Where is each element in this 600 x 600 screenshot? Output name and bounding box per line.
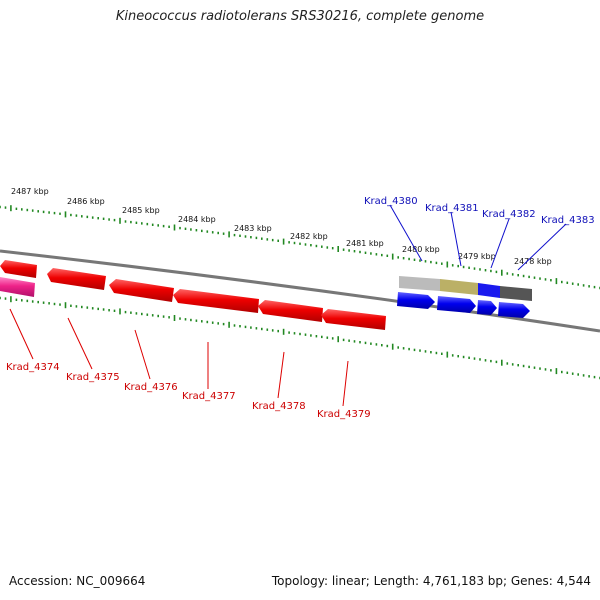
- label-krad-4382: Krad_4382: [482, 209, 536, 220]
- topology-text: Topology: linear; Length: 4,761,183 bp; …: [271, 574, 591, 588]
- red-leader-lines: [9, 308, 349, 407]
- label-krad-4380: Krad_4380: [364, 196, 418, 207]
- leader-krad-4374: [9, 308, 34, 360]
- label-krad-4383: Krad_4383: [541, 215, 595, 226]
- map-title: Kineococcus radiotolerans SRS30216, comp…: [115, 9, 485, 24]
- gene-arrow-krad-4380[interactable]: [397, 292, 435, 309]
- gene-arrow-krad-4377[interactable]: [173, 289, 259, 313]
- label-krad-4374: Krad_4374: [6, 362, 60, 373]
- kbp-label-2486: 2486 kbp: [67, 197, 105, 206]
- accession-text: Accession: NC_009664: [9, 574, 146, 588]
- upper-gene-track: [399, 276, 532, 301]
- leader-krad-4375: [67, 317, 93, 370]
- gene-arrow-krad-4382[interactable]: [477, 300, 497, 315]
- gene-arrow-krad-4378[interactable]: [258, 300, 323, 322]
- red-genes: [0, 260, 386, 330]
- kbp-label-2482: 2482 kbp: [290, 232, 328, 241]
- gene-grey-block: [399, 276, 440, 291]
- kbp-label-2485: 2485 kbp: [122, 206, 160, 215]
- leader-krad-4378: [277, 351, 285, 399]
- red-gene-labels: Krad_4374 Krad_4375 Krad_4376 Krad_4377 …: [6, 362, 371, 420]
- genome-backbone: [0, 249, 600, 333]
- kbp-label-2478: 2478 kbp: [514, 257, 552, 266]
- label-krad-4378: Krad_4378: [252, 401, 306, 412]
- leader-krad-4382: [490, 218, 510, 269]
- gene-arrow-krad-4375[interactable]: [47, 268, 106, 290]
- leader-krad-4379: [342, 360, 349, 407]
- gene-olive-block: [440, 279, 478, 295]
- label-krad-4379: Krad_4379: [317, 409, 371, 420]
- leader-krad-4380: [389, 204, 423, 262]
- kbp-label-2483: 2483 kbp: [234, 224, 272, 233]
- label-krad-4376: Krad_4376: [124, 382, 178, 393]
- blue-genes: [397, 292, 530, 318]
- leader-krad-4376: [134, 329, 151, 380]
- blue-leader-lines: [389, 204, 567, 271]
- kbp-labels: 2487 kbp 2486 kbp 2485 kbp 2484 kbp 2483…: [11, 187, 552, 266]
- gene-dark-block: [500, 286, 532, 301]
- kbp-label-2480: 2480 kbp: [402, 245, 440, 254]
- gene-arrow-krad-4381[interactable]: [437, 296, 476, 313]
- lower-scale-ticks: [0, 296, 600, 380]
- gene-arrow-pink[interactable]: [0, 277, 35, 297]
- gene-arrow-krad-4383[interactable]: [498, 302, 530, 318]
- label-krad-4377: Krad_4377: [182, 391, 236, 402]
- blue-gene-labels: Krad_4380 Krad_4381 Krad_4382 Krad_4383: [364, 196, 595, 226]
- gene-arrow-krad-4374[interactable]: [0, 260, 37, 278]
- gene-arrow-krad-4379[interactable]: [321, 309, 386, 330]
- upper-scale-ticks: [0, 205, 600, 290]
- gene-blue-block: [478, 283, 500, 298]
- gene-arrow-krad-4376[interactable]: [109, 279, 174, 302]
- kbp-label-2484: 2484 kbp: [178, 215, 216, 224]
- leader-krad-4383: [517, 223, 567, 271]
- kbp-label-2481: 2481 kbp: [346, 239, 384, 248]
- kbp-label-2479: 2479 kbp: [458, 252, 496, 261]
- label-krad-4381: Krad_4381: [425, 203, 479, 214]
- leader-krad-4381: [450, 211, 462, 267]
- kbp-label-2487: 2487 kbp: [11, 187, 49, 196]
- label-krad-4375: Krad_4375: [66, 372, 120, 383]
